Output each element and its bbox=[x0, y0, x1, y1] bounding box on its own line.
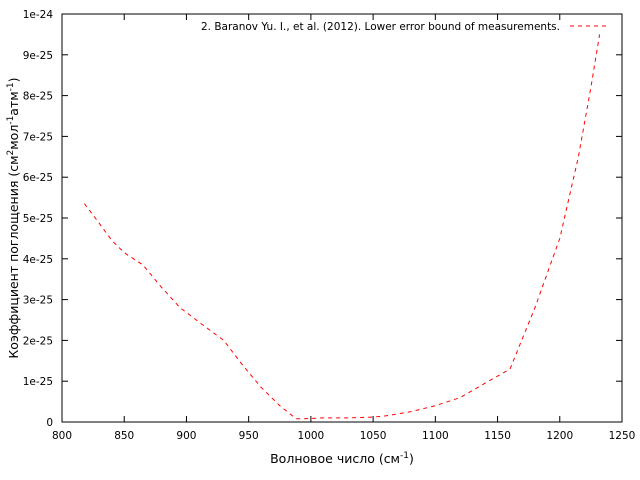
x-tick-label: 1000 bbox=[298, 430, 325, 442]
y-tick-label: 5e-25 bbox=[23, 213, 53, 225]
x-tick-label: 1150 bbox=[484, 430, 511, 442]
y-tick-label: 8e-25 bbox=[23, 91, 53, 103]
plot-border bbox=[61, 13, 623, 423]
series-group bbox=[84, 34, 601, 420]
y-tick-label: 9e-25 bbox=[23, 50, 53, 62]
y-tick-label: 3e-25 bbox=[23, 295, 53, 307]
x-axis-label: Волновое число (см-1) bbox=[270, 451, 414, 466]
x-tick-label: 950 bbox=[239, 430, 259, 442]
x-tick-label: 900 bbox=[176, 430, 196, 442]
y-tick-label: 0 bbox=[46, 417, 53, 429]
y-tick-label: 1e-25 bbox=[23, 376, 53, 388]
y-tick-label: 1e-24 bbox=[23, 9, 54, 21]
legend-entry-label: 2. Baranov Yu. I., et al. (2012). Lower … bbox=[201, 21, 560, 33]
series-line bbox=[84, 34, 601, 420]
x-tick-label: 850 bbox=[114, 430, 134, 442]
x-tick-label: 1100 bbox=[422, 430, 449, 442]
tick-group: 800 850 900 950 1000 1050 1100 1150 1200 1250 0 1e-… bbox=[23, 9, 636, 442]
y-tick-label: 6e-25 bbox=[23, 172, 53, 184]
axis-labels: Волновое число (см-1) Коэффициент поглоще… bbox=[6, 77, 414, 466]
y-tick-label: 2e-25 bbox=[23, 335, 53, 347]
x-tick-label: 1200 bbox=[546, 430, 573, 442]
legend: 2. Baranov Yu. I., et al. (2012). Lower … bbox=[201, 21, 610, 33]
y-axis-label: Коэффициент поглощения (см2мол-1атм-1) bbox=[6, 77, 21, 358]
x-tick-label: 1050 bbox=[360, 430, 387, 442]
x-tick-label: 800 bbox=[52, 430, 72, 442]
x-tick-label: 1250 bbox=[609, 430, 636, 442]
plot-area bbox=[61, 13, 623, 423]
y-tick-label: 4e-25 bbox=[23, 254, 53, 266]
y-tick-label: 7e-25 bbox=[23, 131, 53, 143]
